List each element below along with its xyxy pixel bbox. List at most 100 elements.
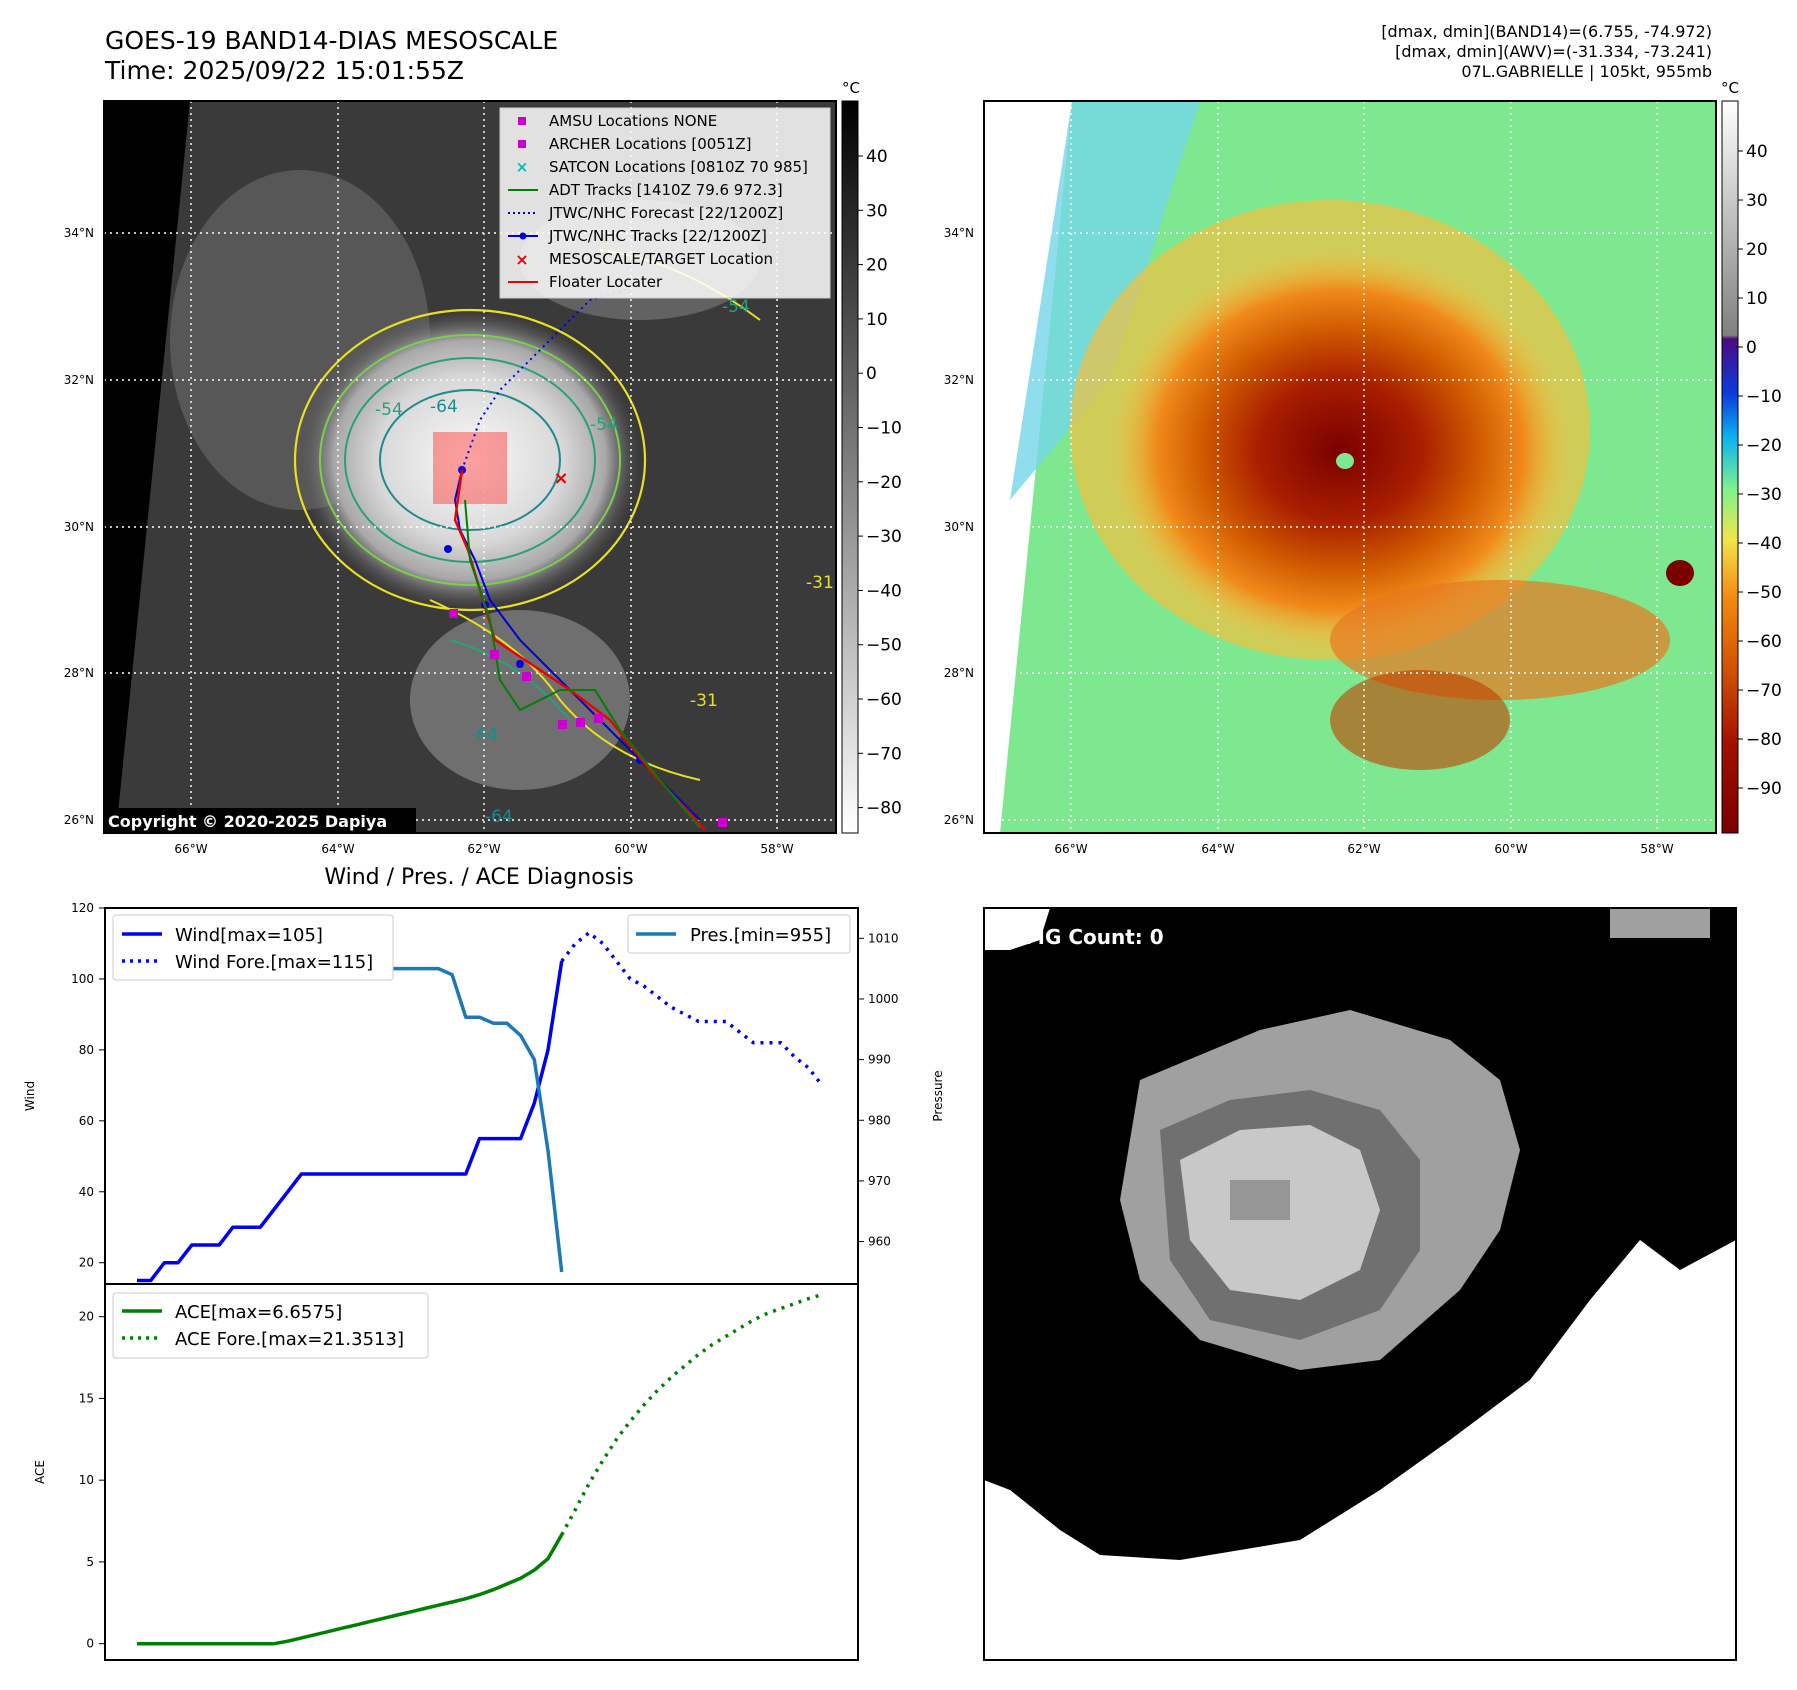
enhanced-ir-rainband	[1330, 580, 1670, 700]
enhanced-ir-storm	[1110, 250, 1570, 650]
ir-colorbar-ticks: 40 30 20 10 0 −10 −20 −30 −40 −50 −60 −70 −80	[858, 147, 902, 819]
wmg-gray-patch	[1610, 908, 1710, 938]
wmg-corner-clear	[984, 908, 1050, 950]
lon-label: 64°W	[321, 842, 354, 856]
contour-label-6: -54	[722, 297, 750, 317]
ace-series	[137, 1292, 823, 1646]
stats-line-2: [dmax, dmin](AWV)=(-31.334, -73.241)	[1395, 42, 1712, 61]
colorbar-tick-label: −30	[1746, 485, 1782, 505]
lon-label: 64°W	[1201, 842, 1234, 856]
ir-no-data-wedge	[104, 101, 190, 833]
svg-text:×: ×	[516, 158, 529, 176]
colorbar-tick-label: −10	[1746, 387, 1782, 407]
colorbar-tick-label: −50	[1746, 583, 1782, 603]
colorbar-tick-label: −10	[866, 419, 902, 439]
title-line-2: Time: 2025/09/22 15:01:55Z	[105, 56, 464, 85]
enhanced-colorbar-ticks: 40 30 20 10 0 −10 −20 −30 −40 −50 −60 −70 −80 −90	[1738, 142, 1782, 799]
colorbar-tick-label: −40	[866, 581, 902, 601]
wind-legend-label: Wind[max=105]	[175, 925, 323, 946]
colorbar-tick-label: −50	[866, 636, 902, 656]
wmg-eye-core	[1230, 1180, 1290, 1220]
legend-item-adt: ADT Tracks [1410Z 79.6 972.3]	[508, 181, 783, 199]
copyright-bg	[104, 808, 416, 833]
legend-label-floater: Floater Locater	[549, 273, 663, 291]
floater-box	[433, 432, 507, 504]
jtwc-track-line	[453, 469, 701, 821]
lat-label: 32°N	[64, 373, 94, 387]
lon-label: 60°W	[1494, 842, 1527, 856]
colorbar-tick-label: −20	[1746, 436, 1782, 456]
pressure-ylabel: Pressure	[931, 1070, 945, 1121]
colorbar-tick-label: −80	[1746, 730, 1782, 750]
y-tick-label: 100	[71, 972, 94, 986]
lon-label: 60°W	[614, 842, 647, 856]
adt-track	[464, 499, 701, 829]
figure-title: GOES-19 BAND14-DIAS MESOSCALE Time: 2025…	[105, 26, 558, 86]
legend-item-satcon: × SATCON Locations [0810Z 70 985]	[516, 158, 808, 176]
y-tick-label: 1010	[868, 931, 899, 945]
legend-item-tracks: JTWC/NHC Tracks [22/1200Z]	[508, 227, 767, 245]
y-tick-label: 980	[868, 1113, 891, 1127]
enhanced-colorbar-unit: °C	[1721, 79, 1739, 97]
y-tick-label: 1000	[868, 992, 899, 1006]
ace-legend-label: ACE[max=6.6575]	[175, 1302, 342, 1323]
ir-map-panel: -54 -64 -54 -31 -31 -54 -64 -64	[64, 79, 902, 856]
colorbar-tick-label: −20	[866, 473, 902, 493]
lat-label: 26°N	[64, 813, 94, 827]
ir-lat-labels: 34°N 32°N 30°N 28°N 26°N	[64, 226, 94, 827]
series-line	[137, 1533, 564, 1646]
ir-map-frame	[103, 100, 837, 834]
ir-colorbar	[841, 100, 859, 834]
archer-points	[449, 609, 727, 827]
contour-band-54	[449, 639, 571, 721]
ir-rainband-south	[410, 610, 630, 790]
contour-label-8: -64	[485, 807, 513, 827]
lon-label: 58°W	[1640, 842, 1673, 856]
enhanced-ir-convection	[1330, 670, 1510, 770]
ir-legend: AMSU Locations NONE ARCHER Locations [00…	[499, 107, 831, 299]
wind-legend: Wind[max=105] Wind Fore.[max=115]	[112, 914, 394, 981]
y-tick-label: 960	[868, 1235, 891, 1249]
enhanced-lat-labels: 34°N 32°N 30°N 28°N 26°N	[944, 226, 974, 827]
title-line-1: GOES-19 BAND14-DIAS MESOSCALE	[105, 26, 559, 55]
legend-label-satcon: SATCON Locations [0810Z 70 985]	[549, 158, 808, 176]
wmg-count-label: WMG Count: 0	[1003, 925, 1164, 949]
wind-legend-box	[112, 914, 394, 981]
jtwc-track-points	[444, 466, 644, 764]
wind-forecast-legend-label: Wind Fore.[max=115]	[175, 952, 373, 973]
enhanced-ir-eye	[1336, 453, 1354, 469]
ir-colorbar-unit: °C	[842, 79, 860, 97]
colorbar-tick-label: −70	[866, 744, 902, 764]
colorbar-tick-label: 0	[866, 364, 877, 384]
y-tick-label: 20	[79, 1256, 94, 1270]
jtwc-forecast-line	[461, 289, 626, 471]
target-location-marker: ×	[553, 468, 568, 489]
wind-y-axis: 20 40 60 80 100 120	[71, 901, 105, 1270]
colorbar-tick-label: 10	[1746, 289, 1768, 309]
enhanced-colorbar	[1721, 100, 1739, 834]
colorbar-tick-label: −70	[1746, 681, 1782, 701]
y-tick-label: 0	[86, 1637, 94, 1651]
contour-label-3: -54	[590, 415, 618, 435]
y-tick-label: 120	[71, 901, 94, 915]
colorbar-tick-label: −30	[866, 527, 902, 547]
svg-text:×: ×	[515, 250, 528, 269]
ace-legend-box	[112, 1292, 429, 1359]
y-tick-label: 80	[79, 1043, 94, 1057]
lon-label: 62°W	[1347, 842, 1380, 856]
legend-label-forecast: JTWC/NHC Forecast [22/1200Z]	[548, 204, 783, 222]
lon-label: 66°W	[1054, 842, 1087, 856]
legend-item-archer: ARCHER Locations [0051Z]	[518, 135, 752, 153]
lat-label: 28°N	[64, 666, 94, 680]
y-tick-label: 5	[86, 1555, 94, 1569]
legend-item-floater: Floater Locater	[508, 273, 663, 291]
figure-stats: [dmax, dmin](BAND14)=(6.755, -74.972) [d…	[1381, 22, 1712, 82]
enhanced-map-frame	[983, 100, 1717, 834]
series-line	[137, 960, 564, 1283]
wmg-panel: WMG Count: 0	[983, 907, 1737, 1661]
colorbar-tick-label: 30	[1746, 191, 1768, 211]
y-tick-label: 60	[79, 1114, 94, 1128]
contour-44	[319, 334, 621, 586]
stats-line-3: 07L.GABRIELLE | 105kt, 955mb	[1461, 62, 1712, 81]
lat-label: 28°N	[944, 666, 974, 680]
